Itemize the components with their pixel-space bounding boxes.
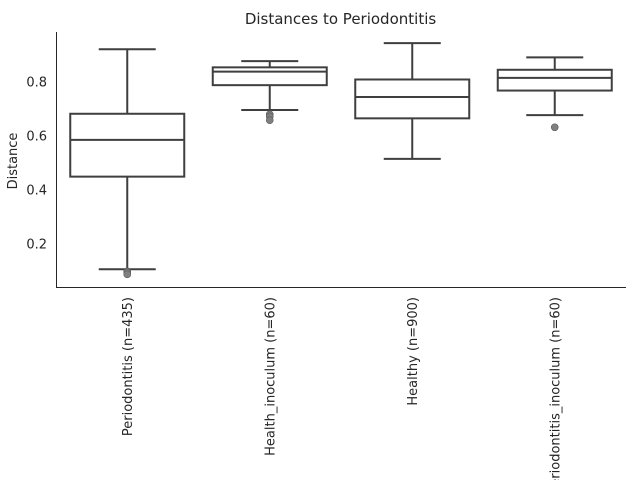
chart-title: Distances to Periodontitis bbox=[245, 10, 437, 28]
outlier-point bbox=[123, 270, 132, 279]
box-group bbox=[69, 48, 186, 279]
outlier-point bbox=[265, 116, 274, 125]
x-tick-label: Health_inoculum (n=60) bbox=[263, 297, 278, 456]
box-group bbox=[211, 60, 328, 125]
box-group bbox=[496, 56, 613, 132]
outlier-point bbox=[550, 123, 559, 132]
y-ticks: 0.2 0.4 0.6 0.8 bbox=[26, 75, 47, 252]
iqr-box bbox=[69, 112, 186, 178]
y-tick-label: 0.8 bbox=[26, 75, 47, 90]
x-ticks: Periodontitis (n=435) Health_inoculum (n=… bbox=[121, 297, 564, 480]
y-tick-label: 0.6 bbox=[26, 129, 47, 144]
x-tick-label: Healthy (n=900) bbox=[406, 297, 421, 406]
y-axis-label: Distance bbox=[6, 133, 21, 190]
x-tick-label: Periodontitis_inoculum (n=60) bbox=[548, 297, 563, 480]
iqr-box bbox=[354, 78, 471, 120]
iqr-box bbox=[211, 66, 328, 87]
y-tick-label: 0.4 bbox=[26, 183, 47, 198]
box-group bbox=[354, 42, 471, 160]
y-tick-label: 0.2 bbox=[26, 237, 47, 252]
iqr-box bbox=[496, 68, 613, 92]
boxes bbox=[69, 42, 613, 279]
x-tick-label: Periodontitis (n=435) bbox=[121, 297, 136, 436]
